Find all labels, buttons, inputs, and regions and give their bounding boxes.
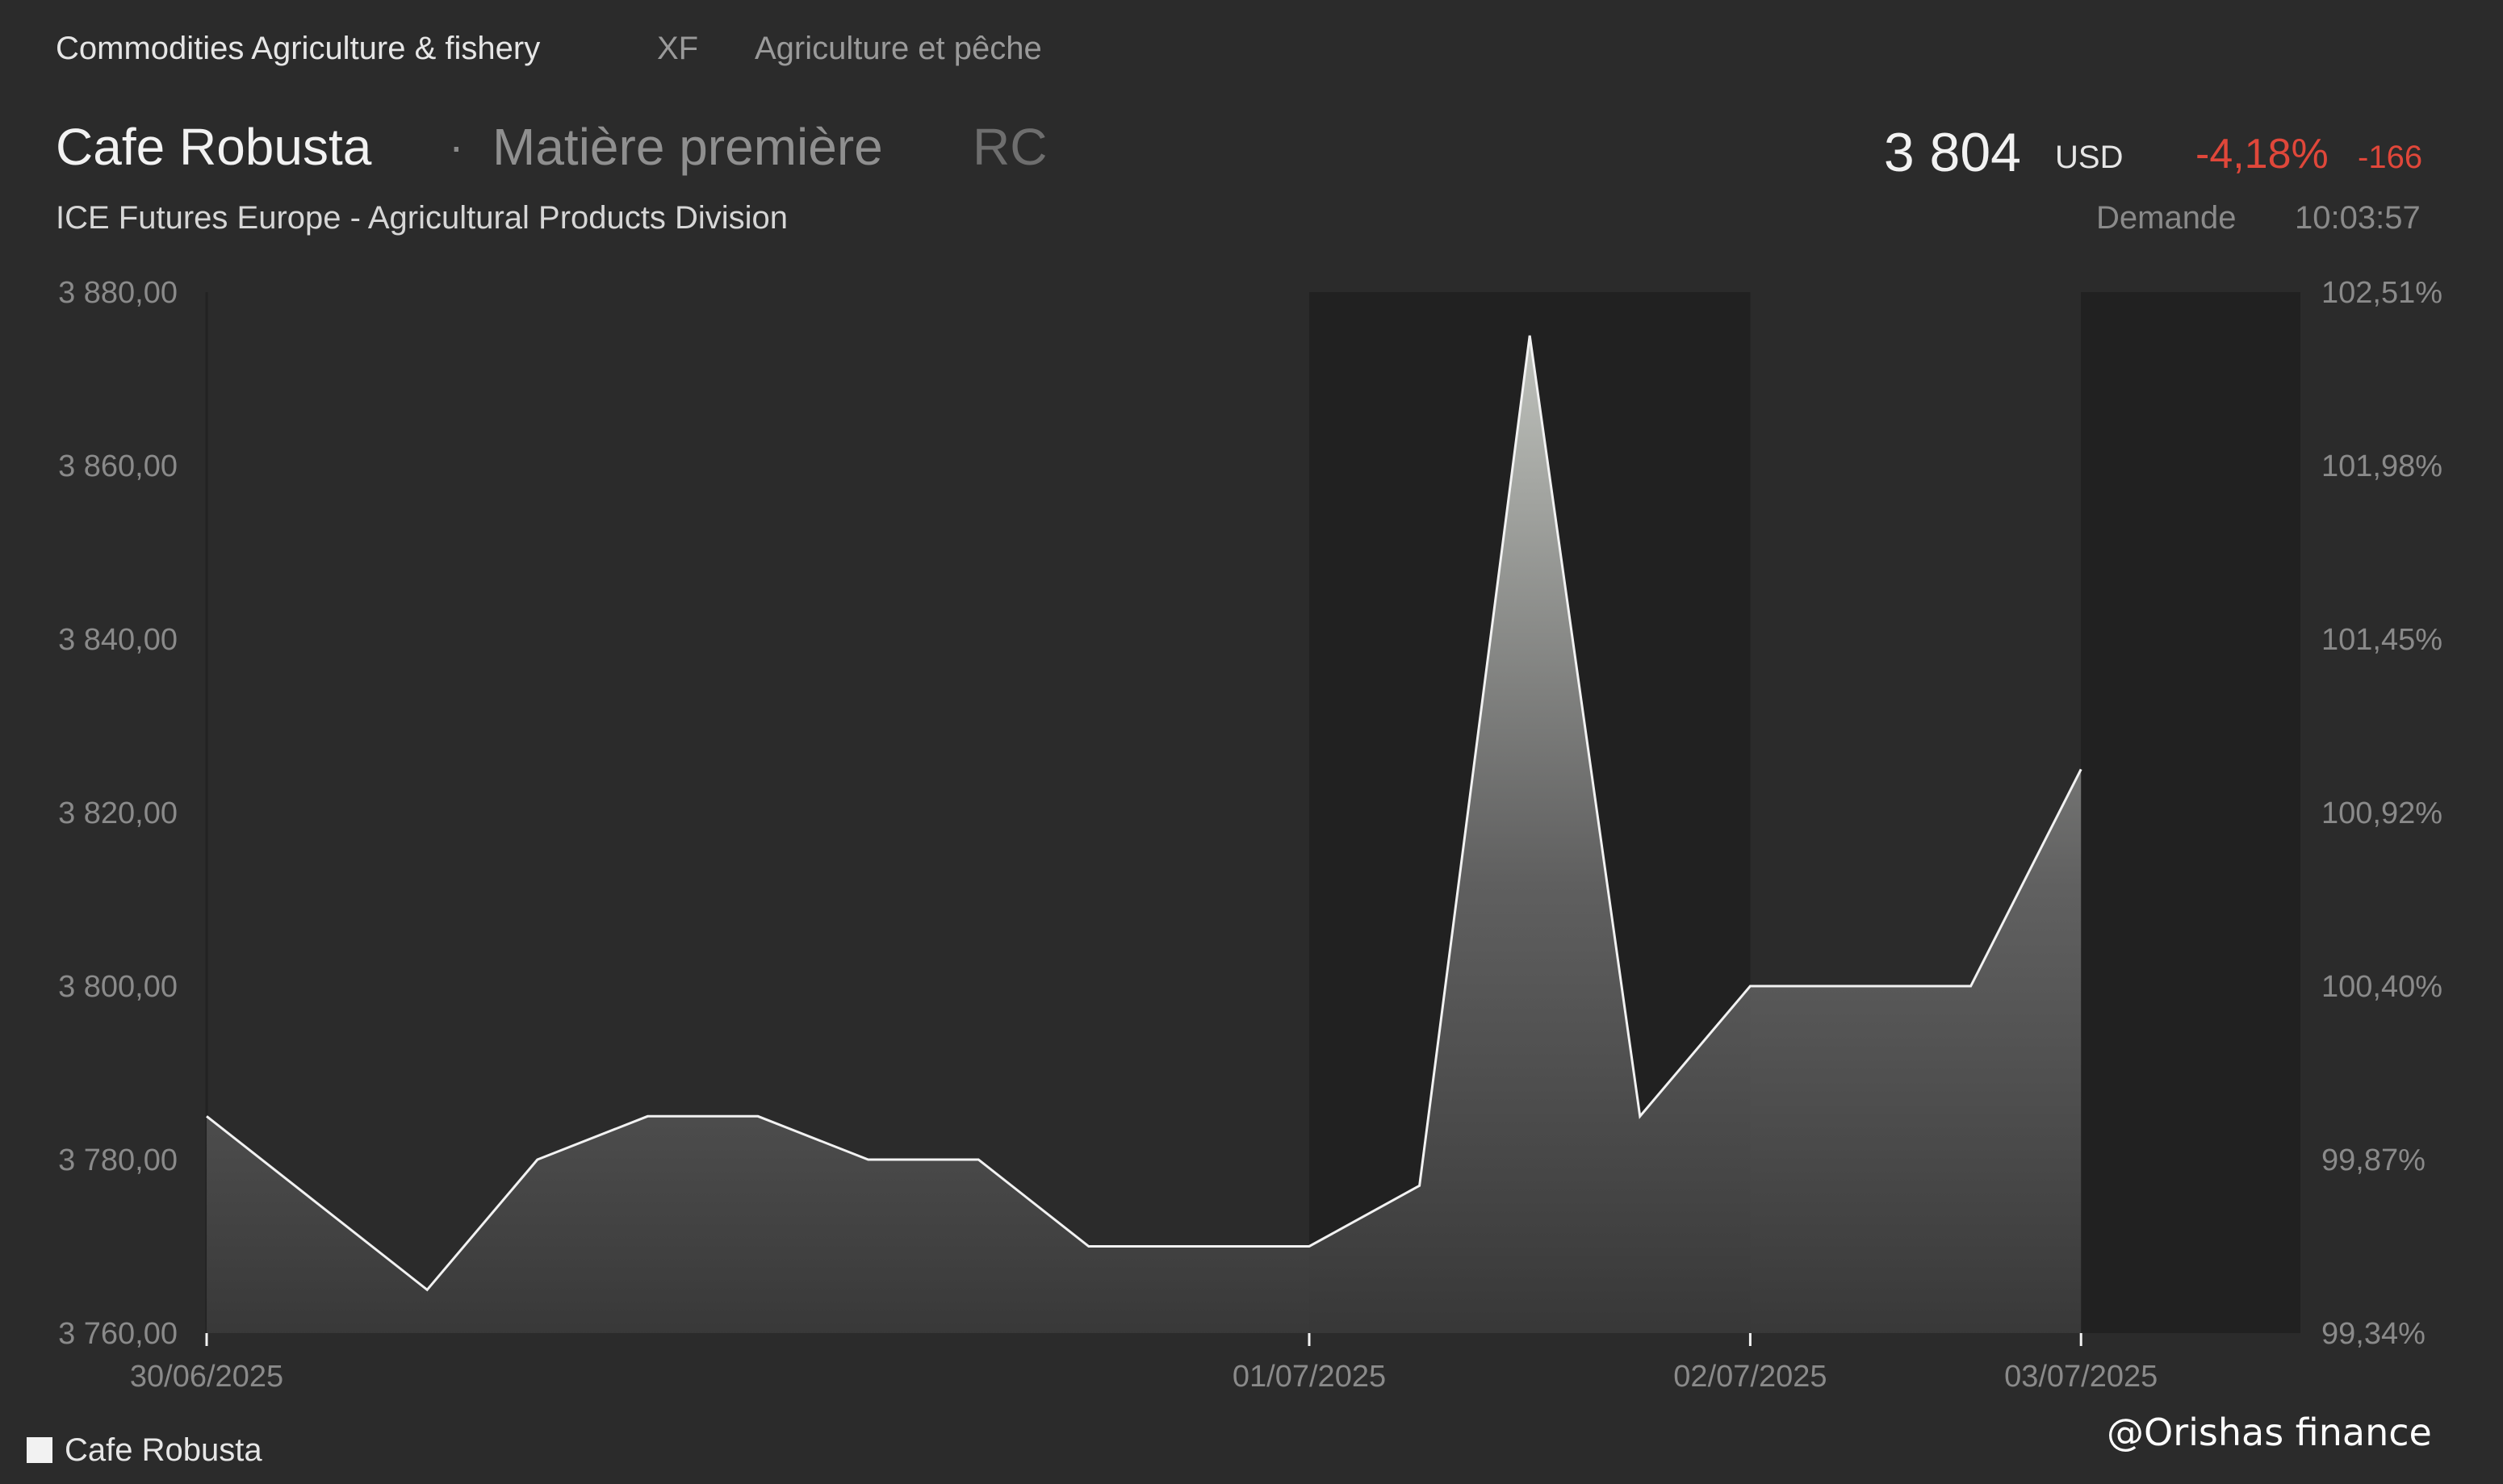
ticker-symbol: RC (973, 118, 1048, 176)
change-percent: -4,18% (2195, 131, 2329, 178)
title-separator: · (449, 120, 464, 171)
price-line (206, 335, 2082, 1292)
x-tick-label: 01/07/2025 (1233, 1360, 1386, 1394)
y2-tick-label: 101,45% (2321, 623, 2442, 657)
quote-time: 10:03:57 (2295, 200, 2421, 236)
category-label-fr: Agriculture et pêche (755, 31, 1042, 66)
watermark: @Orishas finance (2107, 1411, 2432, 1454)
y2-tick-label: 101,98% (2321, 449, 2442, 483)
legend-label[interactable]: Cafe Robusta (65, 1432, 262, 1468)
x-tick-label: 03/07/2025 (2004, 1360, 2158, 1394)
y2-tick-label: 100,40% (2321, 970, 2442, 1004)
y-tick-label: 3 860,00 (58, 449, 178, 483)
y-tick-label: 3 840,00 (58, 623, 178, 657)
currency-label: USD (2055, 140, 2124, 175)
legend-swatch (27, 1437, 52, 1463)
exchange-name: ICE Futures Europe - Agricultural Produc… (56, 200, 789, 236)
category-label: Commodities Agriculture & fishery (56, 31, 541, 66)
y2-tick-label: 99,34% (2321, 1317, 2426, 1351)
instrument-type: Matière première (492, 118, 883, 176)
x-tick-label: 30/06/2025 (130, 1360, 283, 1394)
y-tick-label: 3 760,00 (58, 1317, 178, 1351)
instrument-title: Cafe Robusta (56, 118, 372, 176)
y-tick-label: 3 820,00 (58, 796, 178, 830)
y2-tick-label: 99,87% (2321, 1143, 2426, 1177)
last-price: 3 804 (1883, 122, 2021, 183)
y-tick-label: 3 780,00 (58, 1143, 178, 1177)
y-tick-label: 3 800,00 (58, 970, 178, 1004)
category-code: XF (657, 31, 699, 66)
x-tick-label: 02/07/2025 (1673, 1360, 1827, 1394)
change-absolute: -166 (2358, 140, 2423, 175)
y-tick-label: 3 880,00 (58, 276, 178, 310)
quote-type: Demande (2096, 200, 2237, 236)
price-area (207, 335, 2082, 1333)
session-band (2081, 292, 2300, 1333)
y2-tick-label: 102,51% (2321, 276, 2442, 310)
y2-tick-label: 100,92% (2321, 796, 2442, 830)
